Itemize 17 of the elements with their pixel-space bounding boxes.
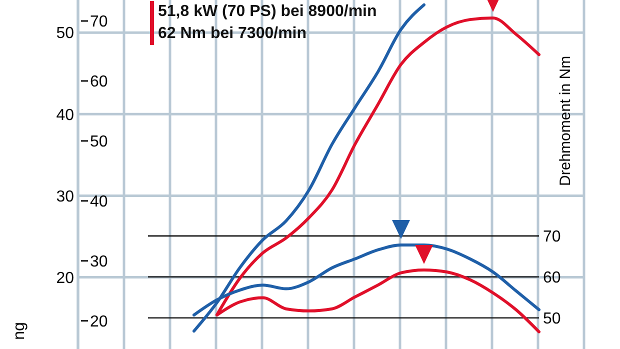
y-tick-label: 30	[56, 188, 74, 206]
y-tick-label: 20	[56, 270, 74, 287]
y2-tick-label: 30	[90, 253, 108, 270]
legend-label: 51,8 kW (70 PS) bei 8900/min	[158, 3, 377, 20]
y-axis-title: ng	[11, 322, 28, 340]
y2-tick-label: 20	[90, 313, 108, 330]
y3-tick-label: 70	[543, 228, 561, 246]
y2-tick-label: 70	[90, 14, 108, 31]
y2-tick-label: 40	[90, 193, 108, 210]
y2-tick-label: 50	[90, 134, 108, 151]
y-tick-label: 50	[56, 25, 74, 42]
y2-tick-label: 60	[90, 74, 108, 91]
y-tick-label: 40	[56, 106, 74, 124]
legend-label: 62 Nm bei 7300/min	[158, 25, 307, 42]
y3-axis-title: Drehmoment in Nm	[557, 56, 574, 186]
y3-tick-label: 60	[543, 270, 561, 287]
y3-tick-label: 50	[543, 310, 561, 328]
